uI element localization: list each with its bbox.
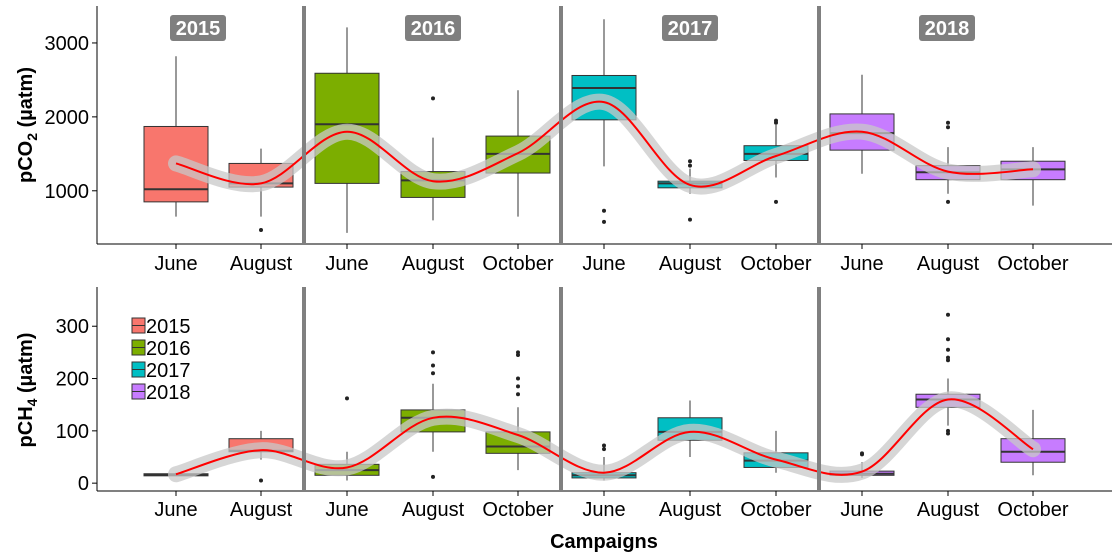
outlier-point (431, 350, 435, 355)
x-axis-title: Campaigns (550, 531, 658, 553)
x-tick-label: October (482, 253, 553, 275)
box-august-2016 (400, 96, 466, 221)
outlier-point (946, 312, 950, 317)
y-axis-title-subscript: 2 (24, 133, 40, 141)
legend-label: 2017 (146, 360, 191, 382)
x-tick-label: June (840, 253, 883, 275)
year-label-text: 2017 (668, 18, 713, 40)
x-tick-label: August (917, 253, 980, 275)
outlier-point (259, 227, 263, 232)
x-tick-label: August (402, 253, 465, 275)
panel-2: 0 100 200 300 June August June August October Jun… (15, 287, 1112, 521)
x-tick-label: October (997, 253, 1068, 275)
outlier-point (688, 163, 692, 168)
outlier-point (516, 353, 520, 357)
year-label-box (405, 15, 461, 41)
outlier-point (516, 376, 520, 381)
x-tick-label: August (230, 499, 293, 521)
x-tick-label: August (659, 499, 722, 521)
outlier-point (431, 474, 435, 479)
x-tick-label: June (325, 253, 368, 275)
x-tick-label: October (482, 499, 553, 521)
y-axis-title-unit: (µatm) (15, 333, 37, 399)
y-axis-title-main: pCO (15, 141, 37, 183)
x-tick-label: October (740, 253, 811, 275)
year-label-2017: 2017 (662, 15, 718, 41)
outlier-point (946, 431, 950, 436)
outlier-point (259, 478, 263, 483)
y-tick-label: 2000 (45, 107, 90, 129)
year-label-box (919, 15, 975, 41)
legend-label: 2016 (146, 338, 191, 360)
y-axis-title: pCH4 (µatm) (15, 333, 40, 448)
outlier-point (946, 199, 950, 204)
outlier-point (431, 371, 435, 376)
outlier-point (946, 120, 950, 125)
x-tick-label: June (154, 253, 197, 275)
outlier-point (345, 396, 349, 401)
x-tick-label: August (402, 499, 465, 521)
x-tick-label: October (740, 499, 811, 521)
y-tick-label: 1000 (45, 181, 90, 203)
y-tick-label: 3000 (45, 33, 90, 55)
outlier-point (946, 125, 950, 130)
trend-line (175, 100, 1034, 188)
y-axis-title-main: pCH (15, 406, 37, 447)
x-tick-label: June (582, 253, 625, 275)
year-label-2015: 2015 (170, 15, 226, 41)
x-tick-label: June (840, 499, 883, 521)
outlier-point (774, 199, 778, 204)
year-label-box (662, 15, 718, 41)
year-label-box (170, 15, 226, 41)
x-tick-label: October (997, 499, 1068, 521)
outlier-point (431, 96, 435, 101)
year-label-2016: 2016 (405, 15, 461, 41)
outlier-point (602, 443, 606, 448)
year-label-text: 2016 (411, 18, 456, 40)
y-tick-label: 300 (56, 316, 89, 338)
year-label-text: 2015 (176, 18, 221, 40)
y-tick-label: 200 (56, 369, 89, 391)
outlier-point (516, 384, 520, 389)
x-tick-label: June (325, 499, 368, 521)
outlier-point (946, 347, 950, 352)
outlier-point (688, 159, 692, 164)
y-axis-title: pCO2 (µatm) (15, 67, 40, 183)
year-label-2018: 2018 (919, 15, 975, 41)
y-axis-title-unit: (µatm) (15, 67, 37, 133)
y-tick-label: 0 (78, 473, 89, 495)
box-june-2015 (143, 56, 209, 217)
y-tick-label: 100 (56, 421, 89, 443)
outlier-point (516, 392, 520, 397)
x-tick-label: August (917, 499, 980, 521)
outlier-point (946, 337, 950, 342)
outlier-point (431, 363, 435, 368)
legend-label: 2018 (146, 382, 191, 404)
year-label-text: 2018 (925, 18, 970, 40)
x-tick-label: August (230, 253, 293, 275)
x-tick-label: June (154, 499, 197, 521)
outlier-point (688, 217, 692, 222)
panel-1: 1000 2000 3000 June August June August October J… (15, 6, 1112, 275)
y-axis-title-subscript: 4 (24, 398, 40, 406)
outlier-point (602, 219, 606, 224)
trend-line (175, 398, 1034, 476)
outlier-point (602, 208, 606, 213)
outlier-point (860, 452, 864, 457)
x-tick-label: June (582, 499, 625, 521)
outlier-point (774, 120, 778, 125)
x-tick-label: August (659, 253, 722, 275)
outlier-point (946, 358, 950, 363)
outlier-point (602, 447, 606, 452)
legend-label: 2015 (146, 316, 191, 338)
